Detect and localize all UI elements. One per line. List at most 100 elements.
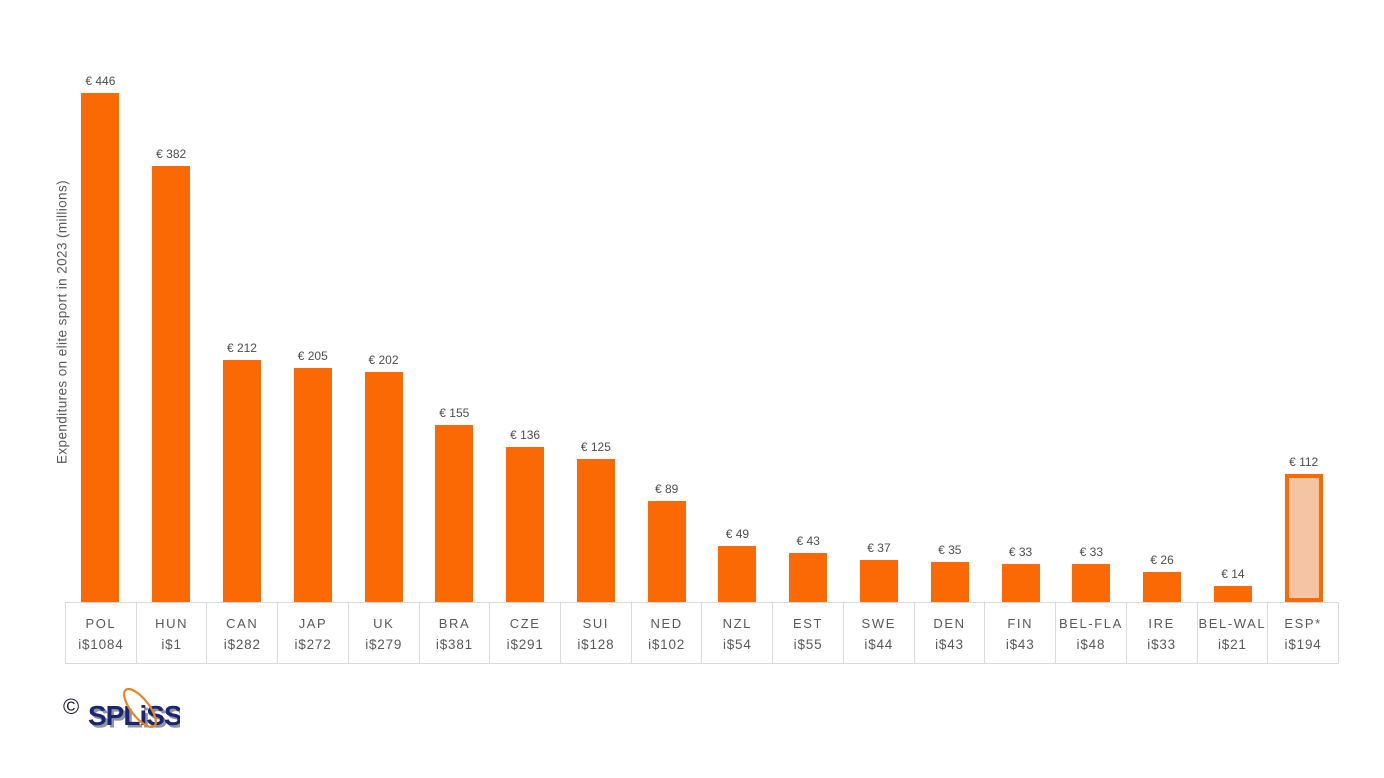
bar-value-label: € 212	[226, 341, 257, 355]
bar-column: € 446	[65, 57, 136, 602]
bar-fin	[1001, 564, 1040, 602]
x-axis-cell: ESP* i$194	[1267, 603, 1338, 663]
bar-cze	[506, 447, 545, 602]
bar-column: € 37	[844, 57, 915, 602]
country-label: NED	[650, 616, 683, 631]
country-label: CZE	[509, 616, 541, 631]
bar-pol	[81, 93, 120, 602]
x-axis-cell: NED i$102	[630, 603, 702, 663]
country-label: POL	[85, 616, 117, 631]
bar-column: € 33	[1056, 57, 1127, 602]
bar-value-label: € 49	[725, 527, 750, 541]
country-label: EST	[793, 616, 824, 631]
x-axis-cell: NZL i$54	[701, 603, 772, 663]
international-dollar-label: i$282	[223, 637, 261, 652]
x-axis-cell: BEL-WAL i$21	[1196, 603, 1268, 663]
x-axis-cell: CZE i$291	[489, 603, 560, 663]
international-dollar-label: i$1	[161, 637, 182, 652]
bar-column: € 202	[348, 57, 419, 602]
country-label: BEL-WAL	[1198, 616, 1267, 631]
country-label: CAN	[226, 616, 259, 631]
bar-value-label: € 37	[867, 541, 891, 555]
international-dollar-label: i$279	[365, 637, 403, 652]
international-dollar-label: i$102	[648, 637, 686, 652]
x-axis-cell: BRA i$381	[418, 603, 490, 663]
international-dollar-label: i$291	[506, 637, 544, 652]
country-label: UK	[373, 616, 395, 631]
bar-value-label: € 382	[156, 147, 187, 161]
country-label: SWE	[861, 616, 896, 631]
bar-column: € 35	[914, 57, 985, 602]
bar-value-label: € 155	[439, 406, 470, 420]
x-axis-cell: HUN i$1	[135, 603, 207, 663]
international-dollar-label: i$44	[864, 637, 894, 652]
bar-column: € 205	[277, 57, 348, 602]
international-dollar-label: i$128	[577, 637, 615, 652]
bar-jap	[293, 368, 332, 602]
country-label: IRE	[1148, 616, 1175, 631]
international-dollar-label: i$43	[1005, 637, 1035, 652]
bar-den	[930, 562, 969, 602]
international-dollar-label: i$48	[1076, 637, 1106, 652]
x-axis-cell: POL i$1084	[66, 603, 136, 663]
bar-value-label: € 202	[368, 353, 399, 367]
bar-sui	[576, 459, 615, 602]
bar-esp	[1284, 474, 1323, 602]
x-axis-cell: IRE i$33	[1125, 603, 1197, 663]
x-axis-cell: SWE i$44	[842, 603, 914, 663]
bar-value-label: € 33	[1008, 545, 1033, 559]
x-axis-cell: CAN i$282	[206, 603, 277, 663]
plot-area: € 446 € 382 € 212 € 205 € 202 € 155 € 136 € 125…	[65, 57, 1339, 602]
country-label: BRA	[438, 616, 471, 631]
bar-value-label: € 89	[654, 482, 679, 496]
spliss-logo-text: SPLiSS SPLiSS	[88, 688, 180, 734]
bar-column: € 112	[1268, 57, 1339, 602]
country-label: NZL	[722, 616, 752, 631]
country-label: BEL-FLA	[1058, 616, 1123, 631]
orbit-ellipse-icon	[123, 688, 158, 729]
bar-column: € 89	[631, 57, 702, 602]
international-dollar-label: i$55	[793, 637, 823, 652]
bar-value-label: € 446	[85, 74, 116, 88]
bar-ned	[647, 501, 686, 602]
country-label: ESP*	[1284, 616, 1322, 631]
bar-column: € 212	[207, 57, 278, 602]
bar-column: € 33	[985, 57, 1056, 602]
country-label: JAP	[298, 616, 328, 631]
x-axis-cell: FIN i$43	[984, 603, 1055, 663]
international-dollar-label: i$1084	[78, 637, 124, 652]
bar-ire	[1143, 572, 1182, 602]
bar-column: € 125	[560, 57, 631, 602]
bar-value-label: € 125	[580, 440, 611, 454]
x-axis-cell: UK i$279	[347, 603, 419, 663]
international-dollar-label: i$43	[935, 637, 964, 652]
bar-bel-fla	[1072, 564, 1111, 602]
spliss-logo: © SPLiSS SPLiSS	[63, 688, 180, 736]
x-axis-cell: DEN i$43	[913, 603, 985, 663]
bar-est	[789, 553, 828, 602]
international-dollar-label: i$33	[1147, 637, 1176, 652]
international-dollar-label: i$54	[722, 637, 752, 652]
copyright-icon: ©	[63, 694, 80, 719]
bar-value-label: € 14	[1221, 567, 1245, 581]
country-label: HUN	[155, 616, 189, 631]
international-dollar-label: i$272	[294, 637, 332, 652]
international-dollar-label: i$381	[435, 637, 473, 652]
bar-value-label: € 43	[796, 534, 820, 548]
bar-column: € 382	[136, 57, 207, 602]
country-label: DEN	[933, 616, 966, 631]
international-dollar-label: i$194	[1284, 637, 1322, 652]
bar-value-label: € 136	[510, 428, 541, 442]
bar-bra	[435, 425, 474, 602]
bar-value-label: € 205	[297, 349, 328, 363]
bar-bel-wal	[1213, 586, 1252, 602]
bar-value-label: € 35	[938, 543, 962, 557]
bar-hun	[152, 166, 191, 602]
international-dollar-label: i$21	[1217, 637, 1247, 652]
bar-column: € 136	[490, 57, 561, 602]
bar-uk	[364, 372, 403, 602]
bar-column: € 26	[1127, 57, 1198, 602]
x-axis-cell: EST i$55	[772, 603, 843, 663]
bar-value-label: € 112	[1289, 455, 1319, 469]
